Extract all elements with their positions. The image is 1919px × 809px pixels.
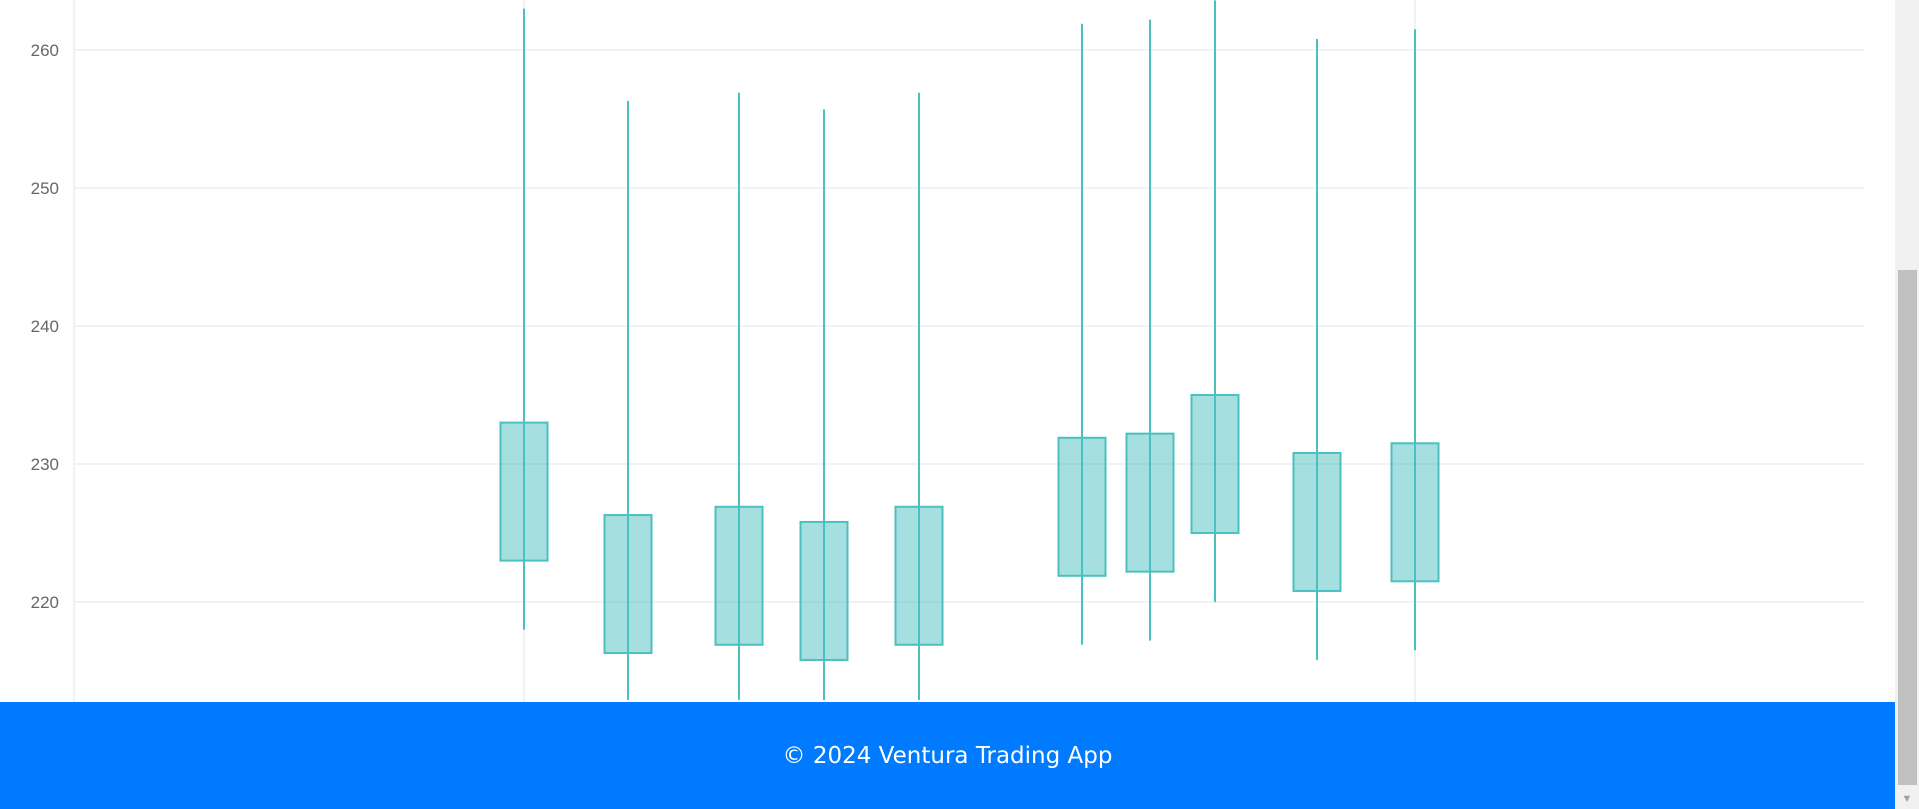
candle-body (714, 505, 764, 646)
chevron-down-icon[interactable]: ▼ (1901, 792, 1913, 805)
footer-copyright-text: © 2024 Ventura Trading App (782, 742, 1113, 769)
candle-body (894, 505, 944, 646)
candle-body (799, 520, 849, 661)
candle-body (1125, 432, 1175, 573)
y-tick-label: 250 (31, 179, 59, 198)
vertical-scrollbar[interactable]: ▼ (1895, 0, 1919, 809)
footer: © 2024 Ventura Trading App (0, 702, 1895, 809)
scrollbar-thumb[interactable] (1898, 270, 1917, 785)
candle-body (1057, 436, 1107, 577)
y-tick-label: 260 (31, 41, 59, 60)
price-candlestick-chart: 220 230 240 250 260 (31, 0, 1864, 702)
candle-body (1390, 442, 1440, 583)
candle-body (499, 421, 549, 562)
candle-body (1190, 394, 1240, 534)
candle-body (603, 514, 653, 655)
y-tick-label: 220 (31, 593, 59, 612)
y-tick-label: 240 (31, 317, 59, 336)
y-tick-label: 230 (31, 455, 59, 474)
candle-body (1292, 451, 1342, 592)
